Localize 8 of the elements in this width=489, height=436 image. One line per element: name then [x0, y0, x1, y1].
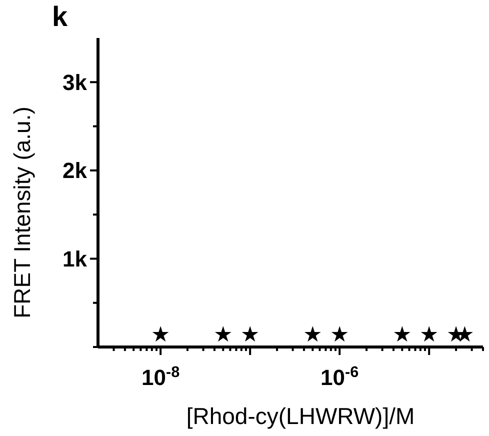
x-tick-label: 10$^{-8}$ — [141, 364, 180, 390]
y-axis-title: FRET Intensity (a.u.) — [9, 106, 35, 318]
y-tick-label: 1k — [62, 246, 88, 272]
x-axis-title: [Rhod-cy(LHWRW)]/M — [186, 403, 415, 429]
chart-title: k — [52, 1, 68, 32]
y-tick-label: 2k — [62, 158, 88, 184]
y-tick-label: 3k — [62, 70, 88, 95]
x-tick-label: 10$^{-6}$ — [320, 364, 359, 390]
